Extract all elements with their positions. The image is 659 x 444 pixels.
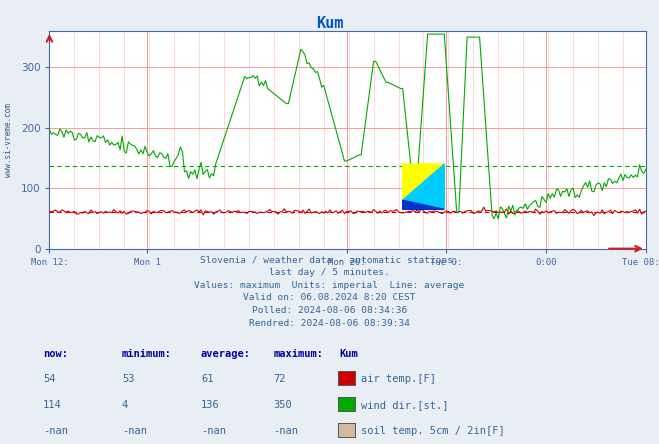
Text: Kum: Kum xyxy=(316,16,343,31)
Text: Slovenia / weather data - automatic stations.: Slovenia / weather data - automatic stat… xyxy=(200,255,459,264)
Text: 114: 114 xyxy=(43,400,61,410)
Text: 54: 54 xyxy=(43,374,55,385)
Polygon shape xyxy=(403,164,444,200)
Text: last day / 5 minutes.: last day / 5 minutes. xyxy=(269,268,390,277)
Text: air temp.[F]: air temp.[F] xyxy=(361,374,436,385)
Text: minimum:: minimum: xyxy=(122,349,172,359)
Text: Kum: Kum xyxy=(339,349,358,359)
Text: 72: 72 xyxy=(273,374,286,385)
Text: Polled: 2024-08-06 08:34:36: Polled: 2024-08-06 08:34:36 xyxy=(252,306,407,315)
Text: average:: average: xyxy=(201,349,251,359)
Text: -nan: -nan xyxy=(122,426,147,436)
Polygon shape xyxy=(403,200,444,210)
Text: Rendred: 2024-08-06 08:39:34: Rendred: 2024-08-06 08:39:34 xyxy=(249,319,410,328)
Text: 136: 136 xyxy=(201,400,219,410)
Text: -nan: -nan xyxy=(43,426,68,436)
Text: -nan: -nan xyxy=(273,426,299,436)
Text: wind dir.[st.]: wind dir.[st.] xyxy=(361,400,449,410)
Text: maximum:: maximum: xyxy=(273,349,324,359)
Polygon shape xyxy=(403,164,444,210)
Text: 53: 53 xyxy=(122,374,134,385)
Text: www.si-vreme.com: www.si-vreme.com xyxy=(4,103,13,177)
Text: Valid on: 06.08.2024 8:20 CEST: Valid on: 06.08.2024 8:20 CEST xyxy=(243,293,416,302)
Text: 61: 61 xyxy=(201,374,214,385)
Text: now:: now: xyxy=(43,349,68,359)
Text: -nan: -nan xyxy=(201,426,226,436)
Text: soil temp. 5cm / 2in[F]: soil temp. 5cm / 2in[F] xyxy=(361,426,505,436)
Text: Values: maximum  Units: imperial  Line: average: Values: maximum Units: imperial Line: av… xyxy=(194,281,465,289)
Text: 350: 350 xyxy=(273,400,292,410)
Text: 4: 4 xyxy=(122,400,128,410)
